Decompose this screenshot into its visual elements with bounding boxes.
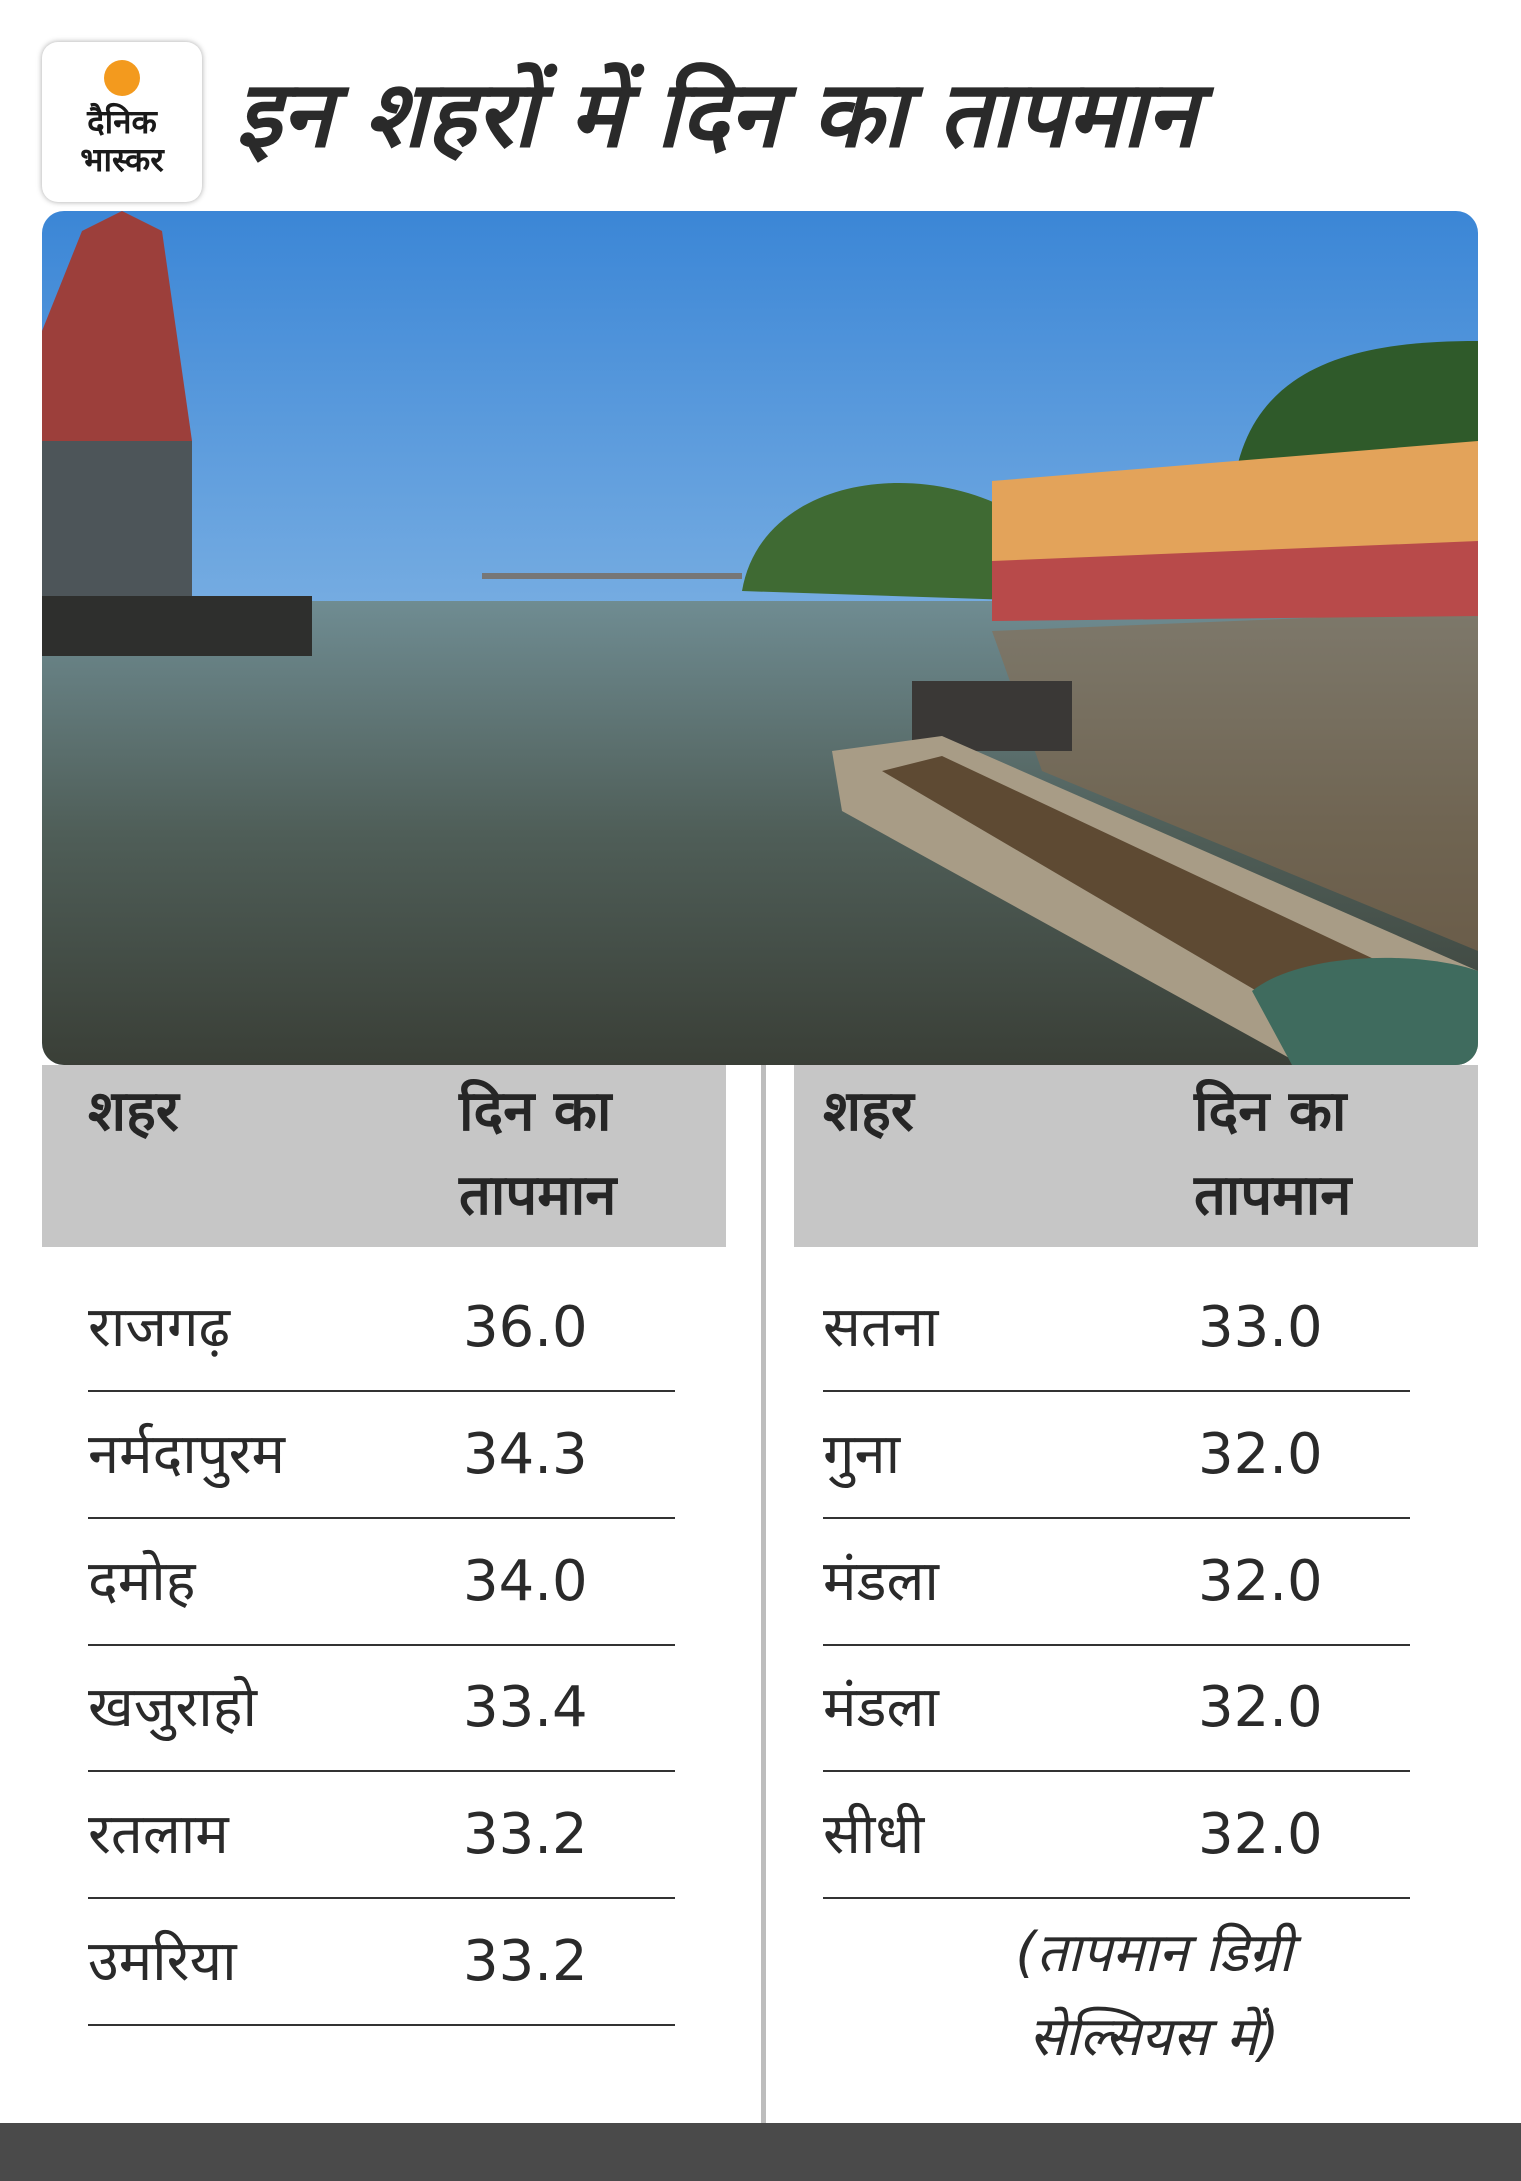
row-rule	[823, 1516, 1410, 1519]
city-name: गुना	[823, 1421, 901, 1487]
city-name: नर्मदापुरम	[88, 1421, 286, 1487]
temple-base	[42, 441, 192, 601]
column-header: दिन का	[459, 1079, 612, 1144]
temperature: 32.0	[1198, 1802, 1323, 1868]
row-rule	[88, 1516, 675, 1519]
column-header: तापमान	[459, 1163, 617, 1228]
temple	[42, 211, 192, 441]
photo	[42, 211, 1478, 1065]
column-header: तापमान	[1194, 1163, 1352, 1228]
temperature: 34.3	[463, 1421, 588, 1487]
column-header: दिन का	[1194, 1079, 1347, 1144]
temperature: 32.0	[1198, 1675, 1323, 1741]
row-rule	[88, 1897, 675, 1900]
temperature: 33.0	[1198, 1295, 1323, 1360]
city-name: रतलाम	[88, 1802, 229, 1868]
temperature: 32.0	[1198, 1421, 1323, 1487]
note: सेल्सियस में)	[1028, 2005, 1280, 2068]
note: (तापमान डिग्री	[1015, 1921, 1293, 1984]
title: इन शहरों में दिन का तापमान	[236, 61, 1197, 168]
row-rule	[88, 1643, 675, 1646]
row-rule	[88, 2024, 675, 2026]
table-header	[42, 1065, 726, 1247]
city-name: सीधी	[823, 1802, 925, 1868]
footer-bar	[0, 2123, 1521, 2181]
row-rule	[823, 1897, 1410, 1900]
city-name: राजगढ़	[88, 1295, 231, 1360]
bridge	[482, 573, 742, 579]
divider	[761, 1065, 766, 2123]
reflection	[992, 611, 1478, 951]
row-rule	[823, 1770, 1410, 1773]
temperature: 32.0	[1198, 1548, 1323, 1614]
row-rule	[88, 1390, 675, 1392]
temperature: 33.4	[463, 1675, 588, 1741]
trees	[742, 483, 1042, 601]
logo-text: दैनिक	[87, 102, 157, 141]
temperature: 33.2	[463, 1802, 588, 1868]
city-name: मंडला	[823, 1548, 939, 1614]
row-rule	[88, 1770, 675, 1773]
ghat-steps	[992, 541, 1478, 621]
cloth	[1252, 957, 1478, 1065]
logo-text: भास्कर	[80, 140, 164, 179]
column-header: शहर	[823, 1079, 914, 1144]
row-rule	[823, 1390, 1410, 1392]
platform	[42, 596, 312, 656]
city-name: सतना	[823, 1295, 939, 1360]
temperature: 34.0	[463, 1548, 588, 1614]
table-header	[794, 1065, 1478, 1247]
logo: दैनिक भास्कर	[42, 42, 202, 202]
row-rule	[823, 1643, 1410, 1646]
logo-dot	[104, 60, 140, 96]
city-name: खजुराहो	[88, 1675, 258, 1741]
city-name: मंडला	[823, 1675, 939, 1741]
city-name: दमोह	[88, 1548, 196, 1614]
temperature: 36.0	[463, 1295, 588, 1360]
column-header: शहर	[88, 1079, 179, 1144]
temperature: 33.2	[463, 1929, 588, 1994]
city-name: उमरिया	[88, 1929, 237, 1994]
